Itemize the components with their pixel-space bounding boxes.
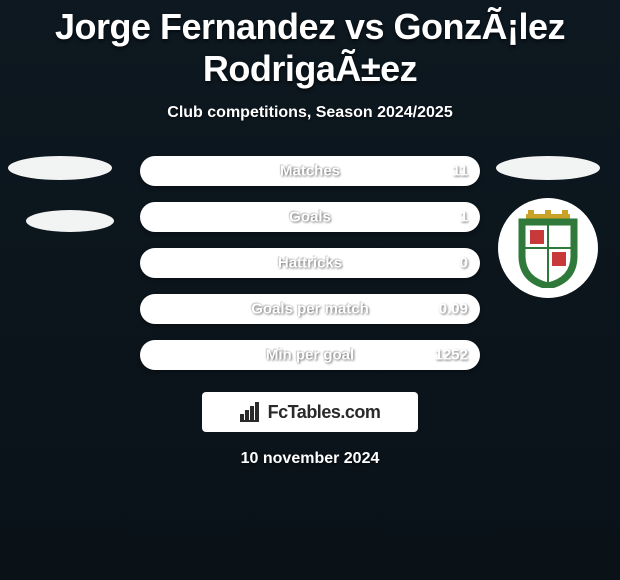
stat-value: 1252 xyxy=(435,347,468,364)
stat-label: Goals per match xyxy=(251,301,369,318)
stat-value: 0 xyxy=(460,255,468,272)
right-player-badge xyxy=(498,156,600,298)
club-crest-icon xyxy=(498,198,598,298)
player2-badge-placeholder xyxy=(496,156,600,180)
page-subtitle: Club competitions, Season 2024/2025 xyxy=(0,104,620,122)
comparison-content: Matches 11 Goals 1 Hattricks 0 Goals per… xyxy=(0,156,620,468)
update-date: 10 november 2024 xyxy=(0,450,620,468)
left-player-badges xyxy=(8,156,114,262)
branding-text: FcTables.com xyxy=(268,402,381,423)
stat-bar: Hattricks 0 xyxy=(140,248,480,278)
stat-value: 0.09 xyxy=(439,301,468,318)
stat-label: Min per goal xyxy=(266,347,354,364)
stat-bar: Min per goal 1252 xyxy=(140,340,480,370)
branding-badge: FcTables.com xyxy=(202,392,418,432)
player1-badge-placeholder xyxy=(8,156,112,180)
stat-bar: Matches 11 xyxy=(140,156,480,186)
player1-badge-placeholder-2 xyxy=(26,210,114,232)
stat-value: 1 xyxy=(460,209,468,226)
bars-chart-icon xyxy=(240,402,262,422)
stat-bar: Goals per match 0.09 xyxy=(140,294,480,324)
stat-label: Matches xyxy=(280,163,340,180)
stat-bar: Goals 1 xyxy=(140,202,480,232)
stats-bars: Matches 11 Goals 1 Hattricks 0 Goals per… xyxy=(140,156,480,370)
page-title: Jorge Fernandez vs GonzÃ¡lez RodrigaÃ±ez xyxy=(0,0,620,90)
stat-label: Goals xyxy=(289,209,331,226)
stat-label: Hattricks xyxy=(278,255,342,272)
stat-value: 11 xyxy=(452,163,468,180)
